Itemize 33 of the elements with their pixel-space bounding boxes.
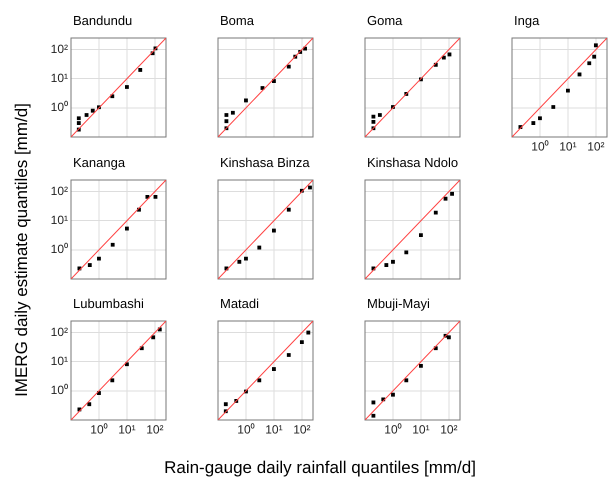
- chart-title: Kananga: [73, 155, 126, 170]
- y-tick-label: 10⁰: [50, 383, 68, 398]
- chart-title: Lubumbashi: [73, 296, 144, 311]
- y-tick-label: 10⁰: [50, 242, 68, 256]
- x-tick-label: 10²: [440, 422, 458, 437]
- x-tick-label: 10⁰: [237, 422, 255, 437]
- y-tick-label: 10¹: [50, 213, 68, 228]
- x-tick-label: 10¹: [559, 140, 577, 154]
- x-tick-label: 10¹: [265, 422, 283, 437]
- y-tick-label: 10²: [50, 184, 68, 198]
- x-tick-label: 10²: [293, 422, 311, 437]
- x-axis-title: Rain-gauge daily rainfall quantiles [mm/d]: [164, 458, 476, 478]
- x-tick-label: 10⁰: [531, 140, 549, 154]
- chart-title: Matadi: [220, 296, 260, 311]
- x-tick-label: 10¹: [412, 422, 430, 437]
- x-tick-label: 10²: [587, 140, 605, 154]
- chart-title: Bandundu: [73, 13, 132, 28]
- y-tick-label: 10²: [50, 42, 68, 56]
- y-tick-label: 10¹: [50, 71, 68, 86]
- y-tick-label: 10²: [50, 324, 68, 339]
- y-tick-label: 10⁰: [50, 100, 68, 114]
- chart-title: Kinshasa Ndolo: [367, 155, 458, 170]
- chart-title: Mbuji-Mayi: [367, 296, 430, 311]
- x-tick-label: 10⁰: [384, 422, 402, 437]
- chart-title: Inga: [514, 13, 540, 28]
- chart-title: Kinshasa Binza: [220, 155, 310, 170]
- y-axis-title: IMERG daily estimate quantiles [mm/d]: [12, 103, 32, 397]
- x-tick-label: 10²: [146, 422, 164, 437]
- x-tick-label: 10⁰: [90, 422, 108, 437]
- chart-title: Boma: [220, 13, 254, 28]
- x-tick-label: 10¹: [118, 422, 136, 437]
- chart-title: Goma: [367, 13, 402, 28]
- y-tick-label: 10¹: [50, 354, 68, 368]
